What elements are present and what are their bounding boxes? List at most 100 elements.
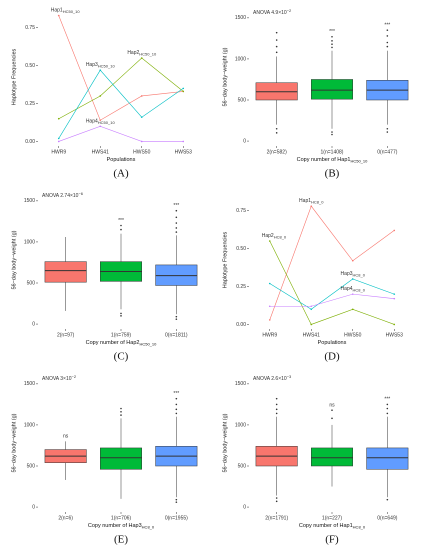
box [311,447,353,467]
x-axis-title-sub: HC50_10 [350,159,368,164]
x-tick-label: 0(n=649) [377,515,397,521]
y-tick-label: 500 [238,463,247,469]
point [99,69,102,71]
series-line [58,15,184,121]
annotation-sub: −2 [72,374,77,379]
point [57,140,60,143]
x-tick-label: 2(n=1791) [265,515,288,521]
outlier [275,31,278,34]
annotation: ANOVA 4.9×10−2 [253,8,292,16]
point [57,137,60,140]
annotation-sub: −3 [287,374,292,379]
x-tick-label: HWR9 [51,149,66,155]
series-label-sub: HC50_10 [63,9,81,14]
series-label: Hap1HC8_0 [299,198,324,204]
x-tick-label: 2(n=97) [57,332,75,338]
series-label-sub: HC8_0 [353,273,366,278]
x-axis-title-main: Copy number of Hap2 [86,340,140,346]
x-tick-label: HWS41 [92,149,109,155]
outlier [386,29,389,31]
x-tick-label: HWS53 [175,149,192,155]
panel: 0 500 1000 1500 56−day body−weight (g) 2(n=6)… [11,374,198,546]
significance: *** [384,23,390,29]
outlier [175,209,178,212]
y-tick-label: 0.50 [25,63,35,69]
series-label: Hap2HC50_10 [127,50,157,56]
series-label: Hap4HC8_0 [341,286,366,292]
outlier [275,132,278,134]
point [393,293,396,295]
annotation-sub: −2 [287,8,292,13]
panel: 0 500 1000 1500 56−day body−weight (g) 2(n=97… [11,191,198,363]
series-line [58,69,184,139]
x-axis-title: Copy number of Hap1HC50_10 [297,157,368,163]
point [182,140,185,143]
box [44,261,87,283]
y-axis-title: 56−day body−weight (g) [11,413,17,472]
x-axis-title-main: Copy number of Hap1 [297,157,351,163]
outlier [175,397,178,400]
point [99,95,102,97]
x-axis-title: Populations [318,340,347,346]
x-tick-label: HWR9 [262,332,277,338]
y-tick-label: 1000 [24,422,35,428]
outlier [386,127,389,130]
x-tick-label: HWS50 [133,149,150,155]
point [351,293,354,295]
outlier [175,231,178,233]
y-tick-label: 0.25 [25,101,35,107]
outlier [331,43,333,45]
outlier [120,315,122,317]
series-label-main: Hap2 [262,233,274,239]
annotation: ANOVA 3×10−2 [42,374,77,382]
series-line [269,205,395,321]
outlier [331,40,333,42]
annotation-sub: −6 [78,191,83,196]
series-label-sub: HC8_0 [311,200,324,205]
point [140,140,143,143]
series-line [269,278,395,310]
y-tick-label: 0 [243,504,246,510]
point [57,117,60,120]
outlier [175,403,178,406]
outlier [120,224,122,227]
outlier [175,498,178,501]
outlier [386,45,389,48]
series-label-sub: HC8_0 [274,235,287,240]
significance: *** [173,391,179,397]
panel-label: (D) [324,351,340,363]
outlier [331,131,333,133]
annotation-main: ANOVA 4.9×10 [253,10,287,16]
outlier [175,501,178,503]
point [57,14,60,17]
series-label: Hap2HC8_0 [262,233,287,239]
box [100,447,142,470]
series-label-main: Hap4 [341,286,353,292]
outlier [386,403,389,406]
y-tick-label: 0.75 [236,208,246,214]
x-axis-title-main: Populations [107,157,136,163]
series-label-main: Hap3 [341,271,353,277]
outlier [175,318,178,320]
series-label-sub: HC8_0 [353,288,366,293]
annotation-main: ANOVA 2.6×10 [253,376,287,382]
outlier [386,412,389,415]
point [140,57,143,59]
x-tick-label: HWS50 [344,332,361,338]
panel: 0 500 1000 1500 56−day body−weight (g) 2(n=58… [222,8,409,180]
outlier [386,35,389,37]
y-tick-label: 1000 [24,239,35,245]
outlier [120,407,122,410]
outlier [331,417,333,420]
series-label-main: Hap1 [299,198,311,204]
y-tick-label: 500 [238,97,247,103]
panel: 0.00 0.25 0.50 0.75 Haplotype Frequencies HWR… [222,198,403,362]
outlier [120,410,122,413]
x-axis-title: Copy number of Hap3HC8_0 [88,523,155,529]
outlier [386,407,389,410]
point [310,308,313,311]
outlier [120,312,122,315]
box [311,79,353,100]
x-axis-title-main: Populations [318,340,347,346]
